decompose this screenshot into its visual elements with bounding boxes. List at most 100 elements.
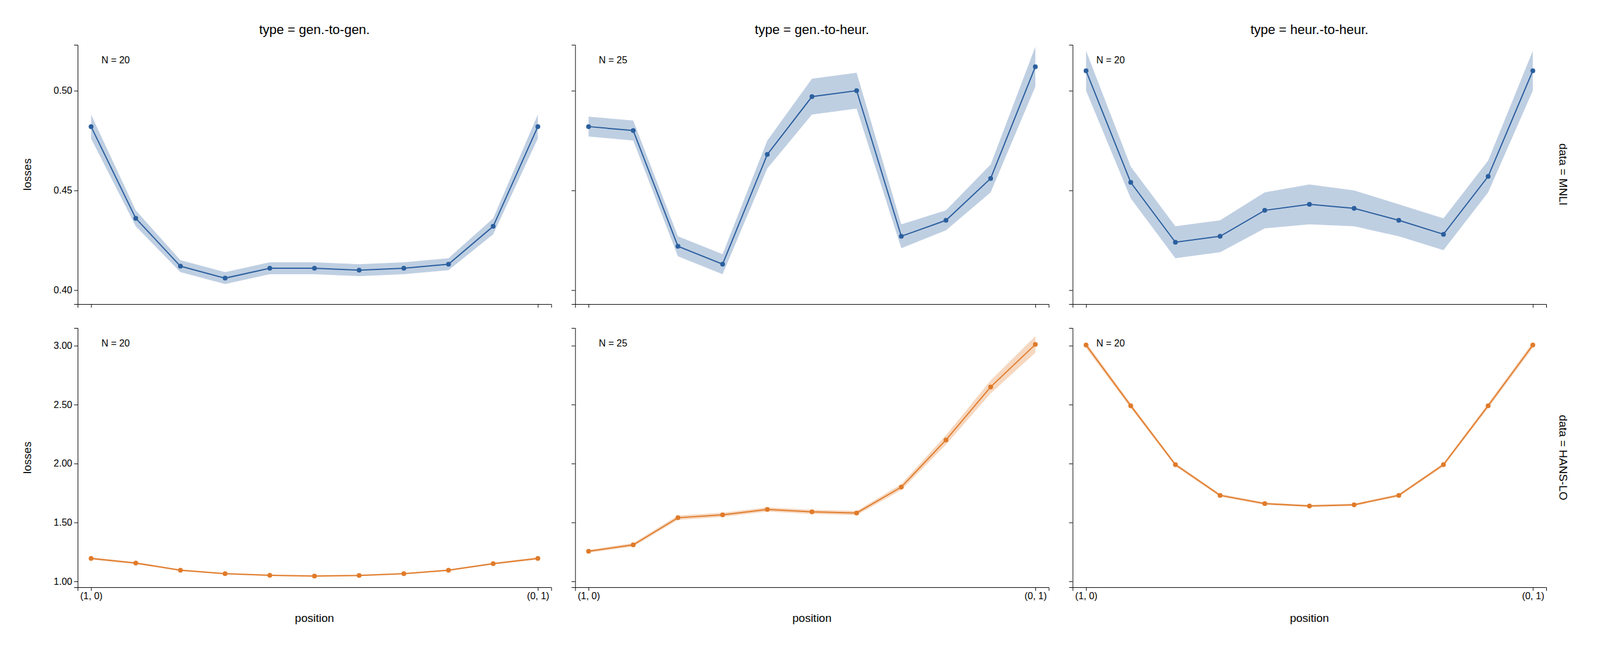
point (88, 124, 94, 130)
y-tick (1068, 463, 1073, 465)
point (133, 561, 139, 566)
annotation: N = 20 (101, 338, 131, 349)
y-tick-mark (74, 463, 78, 465)
line (90, 126, 538, 279)
point (854, 88, 860, 94)
point (88, 556, 94, 562)
x-tick: (1, 0) (1075, 587, 1098, 602)
x-axis: (1, 0) (0, 1) (575, 587, 1050, 602)
y-tick-mark (571, 345, 576, 347)
x-axis-title: position (1289, 611, 1330, 625)
x-tick-label: (0, 1) (1521, 590, 1544, 602)
x-tick: (0, 1) (526, 587, 550, 602)
y-tick-mark (571, 522, 576, 524)
error-band (588, 336, 1036, 553)
panel: type = heur.-to-heur.N = 20data = MNLI (1068, 22, 1570, 308)
x-tick-label: (0, 1) (1024, 590, 1047, 602)
point (1351, 502, 1357, 508)
point (1217, 492, 1223, 498)
point (1172, 462, 1178, 468)
panel: (1, 0)(0, 1)1.001.502.002.503.00position… (20, 328, 552, 625)
point (1396, 492, 1402, 498)
point (1033, 342, 1038, 348)
point (222, 276, 228, 281)
y-tick (571, 463, 576, 465)
y-tick-mark (74, 522, 78, 524)
x-axis: (1, 0) (0, 1) (1073, 587, 1547, 602)
x-tick: (1, 0) (80, 587, 103, 602)
point (1033, 64, 1038, 70)
point (630, 128, 636, 134)
point (764, 152, 770, 158)
y-tick-mark (571, 404, 576, 406)
panel: (1, 0) (0, 1) position N = 25 (571, 328, 1050, 625)
point (535, 556, 541, 562)
point (586, 549, 591, 554)
y-axis-line (1068, 45, 1074, 305)
point (535, 124, 541, 130)
y-tick (1068, 90, 1073, 92)
point (809, 94, 815, 100)
point (764, 507, 770, 513)
y-tick: 0.45 (53, 185, 78, 196)
y-tick-mark (1068, 345, 1073, 347)
x-tick: (0, 1) (1024, 587, 1047, 602)
point (446, 567, 452, 573)
point (630, 542, 636, 548)
y-tick: 1.50 (53, 517, 78, 528)
point (1083, 342, 1089, 348)
row-label: data = HANS-LO (1556, 414, 1570, 501)
x-tick (1533, 304, 1534, 308)
line (588, 66, 1036, 265)
point (356, 267, 362, 273)
x-axis-line (575, 587, 1050, 592)
point (1307, 201, 1313, 207)
x-tick (1086, 304, 1087, 308)
point (178, 567, 183, 573)
row-label: data = MNLI (1556, 143, 1570, 206)
y-tick-mark (1068, 581, 1073, 582)
y-tick-mark (74, 404, 78, 406)
x-tick-mark (588, 304, 590, 308)
point (719, 261, 725, 267)
x-tick-label: (1, 0) (80, 590, 103, 602)
x-axis-line (1073, 304, 1547, 309)
point (1262, 501, 1268, 507)
y-axis (1068, 45, 1074, 305)
plot-area (88, 114, 541, 285)
x-axis-line (575, 304, 1050, 309)
x-tick: (1, 0) (577, 587, 600, 602)
y-axis-line (1068, 328, 1074, 588)
line (90, 558, 538, 577)
y-axis (571, 328, 576, 588)
annotation: N = 20 (1096, 54, 1126, 66)
point (899, 233, 904, 239)
y-tick-mark (74, 90, 78, 92)
error-band (90, 114, 538, 285)
x-tick-mark (537, 304, 539, 308)
x-axis-line (78, 587, 553, 592)
x-axis (1073, 304, 1547, 308)
y-tick-label: 0.40 (53, 284, 73, 296)
y-tick-label: 2.50 (53, 399, 73, 410)
y-tick-label: 1.50 (53, 517, 73, 528)
x-axis-title: position (792, 611, 832, 625)
y-tick (1068, 290, 1073, 291)
point (178, 264, 183, 269)
y-tick-label: 0.45 (53, 185, 73, 196)
x-tick-mark (1086, 587, 1087, 591)
y-tick (571, 90, 576, 92)
point (1485, 173, 1491, 179)
point (311, 265, 317, 271)
annotation: N = 25 (598, 338, 628, 349)
y-tick (571, 190, 576, 192)
y-tick (1068, 190, 1073, 192)
y-tick: 1.00 (53, 576, 78, 587)
y-tick (1068, 345, 1073, 347)
x-tick-mark (1533, 304, 1534, 308)
line (1086, 345, 1534, 507)
y-axis: 0.400.450.50 (53, 45, 79, 305)
y-tick (1068, 581, 1073, 582)
error-band (588, 46, 1036, 275)
y-tick-mark (571, 463, 576, 465)
